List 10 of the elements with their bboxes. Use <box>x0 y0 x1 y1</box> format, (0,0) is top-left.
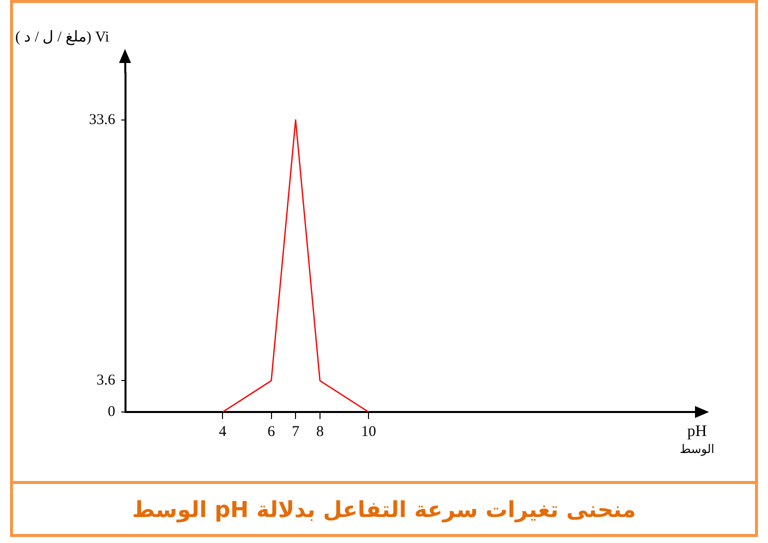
x-tick-label: 10 <box>361 424 376 440</box>
x-tick-label: 7 <box>292 424 300 440</box>
y-axis-title: Vi (ملغ / ل / د ) <box>15 29 110 46</box>
x-tick-label: 8 <box>316 424 324 440</box>
text: منحنى تغيرات سرعة التفاعل بدلالة pH الوسط <box>13 481 755 537</box>
x-tick-label: 4 <box>218 424 227 440</box>
y-tick-label: 33.6 <box>89 112 116 128</box>
x-tick-label: 6 <box>268 424 276 440</box>
y-tick-label: 0 <box>108 404 116 420</box>
y-tick-label: 3.6 <box>96 372 116 389</box>
